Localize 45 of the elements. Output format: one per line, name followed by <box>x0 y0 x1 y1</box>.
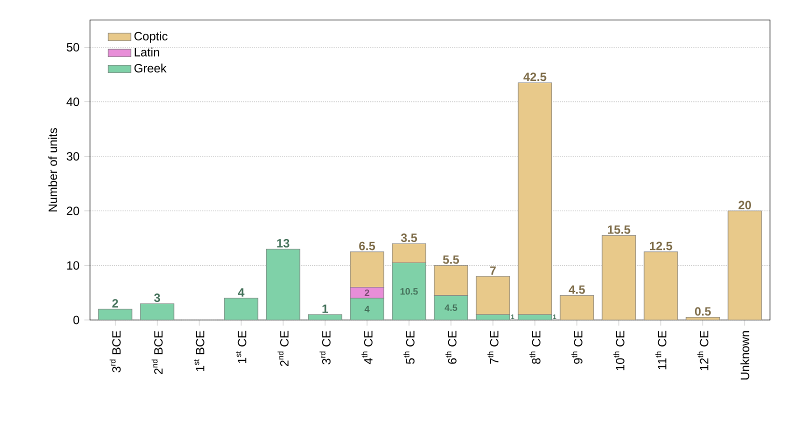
data-label: 42.5 <box>523 72 546 82</box>
data-label: 1 <box>322 304 328 313</box>
y-tick-label: 0 <box>73 316 80 324</box>
y-tick-label: 50 <box>66 43 80 52</box>
y-tick-label: 10 <box>67 261 80 270</box>
x-tick-label: 5$^{th}$ CE <box>403 330 415 364</box>
x-tick-label: 2$^{nd}$ BCE <box>152 330 163 374</box>
data-label: 2 <box>364 289 370 296</box>
data-label: 5.5 <box>443 255 459 264</box>
x-tick-label: 4$^{th}$ CE <box>362 330 373 364</box>
x-tick-label: 2$^{nd}$ CE <box>278 330 289 366</box>
x-tick-label: 3$^{rd}$ CE <box>320 330 331 364</box>
x-tick-label: 12$^{th}$ CE <box>697 330 708 370</box>
data-label: 20 <box>738 200 752 210</box>
data-label: 4 <box>364 306 370 312</box>
data-label: 12.5 <box>650 242 672 250</box>
x-tick-label: 11$^{th}$ CE <box>655 330 666 370</box>
x-tick-label: 7$^{th}$ CE <box>487 330 498 364</box>
data-label: 4.5 <box>444 304 458 311</box>
data-label: 7 <box>490 266 496 275</box>
legend-label: Greek <box>134 64 167 72</box>
x-tick-label: 10$^{th}$ CE <box>613 330 624 370</box>
data-label: 3 <box>154 294 160 302</box>
data-label: 2 <box>112 299 118 308</box>
x-tick-label: 1$^{st}$ BCE <box>194 330 204 372</box>
data-label: 6.5 <box>359 242 376 250</box>
y-tick-label: 30 <box>66 152 80 161</box>
data-label: 3.5 <box>400 234 418 242</box>
data-label: 13 <box>277 238 290 248</box>
x-tick-label: 9$^{th}$ CE <box>571 330 582 364</box>
data-label: 0.5 <box>694 307 711 316</box>
legend-label: Latin <box>134 48 160 56</box>
y-tick-label: 20 <box>66 206 80 216</box>
data-label: 10.5 <box>400 288 418 295</box>
y-axis-title: Number of units <box>48 128 58 212</box>
x-tick-label: 6$^{th}$ CE <box>445 330 457 364</box>
legend-label: Coptic <box>134 32 168 43</box>
x-tick-label: Unknown <box>740 331 750 380</box>
data-label: 4 <box>238 288 244 297</box>
x-tick-label: 8$^{th}$ CE <box>529 330 540 364</box>
y-tick-label: 40 <box>66 98 80 106</box>
data-label: 15.5 <box>608 225 630 234</box>
x-tick-label: 3$^{rd}$ BCE <box>110 330 121 372</box>
data-label: 4.5 <box>568 285 585 294</box>
x-tick-label: 1$^{st}$ CE <box>236 330 246 364</box>
